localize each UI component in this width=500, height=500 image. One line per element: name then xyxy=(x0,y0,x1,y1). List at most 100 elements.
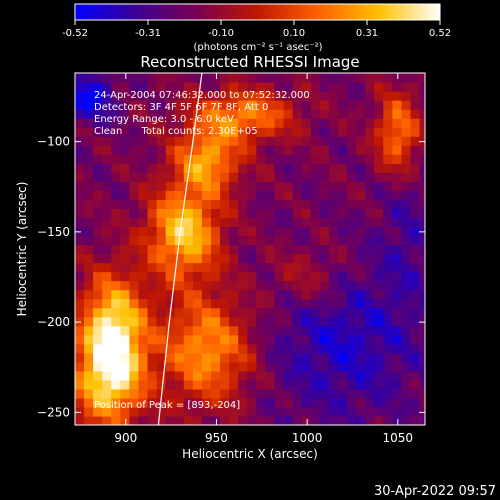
heatmap-cell xyxy=(156,136,167,146)
heatmap-cell xyxy=(201,262,212,273)
heatmap-cell xyxy=(265,172,276,182)
heatmap-cell xyxy=(392,127,403,137)
heatmap-cell xyxy=(283,379,294,390)
heatmap-cell xyxy=(410,163,421,173)
heatmap-cell xyxy=(310,280,321,291)
heatmap-cell xyxy=(129,136,140,146)
heatmap-cell xyxy=(274,334,285,345)
heatmap-cell xyxy=(356,73,366,83)
heatmap-cell xyxy=(337,73,348,83)
heatmap-cell xyxy=(238,271,248,282)
heatmap-cell xyxy=(220,73,230,83)
heatmap-cell xyxy=(165,415,176,425)
heatmap-cell xyxy=(337,91,348,101)
heatmap-cell xyxy=(392,361,403,372)
heatmap-cell xyxy=(84,397,94,408)
heatmap-cell xyxy=(301,145,312,155)
heatmap-cell xyxy=(383,181,393,191)
heatmap-cell xyxy=(102,325,112,336)
heatmap-cell xyxy=(283,181,294,191)
heatmap-cell xyxy=(410,82,421,92)
heatmap-cell xyxy=(410,154,421,164)
heatmap-cell xyxy=(84,406,94,417)
heatmap-cell xyxy=(75,199,85,209)
heatmap-cell xyxy=(156,379,167,390)
heatmap-cell xyxy=(129,262,140,273)
heatmap-cell xyxy=(183,253,194,264)
heatmap-cell xyxy=(174,190,185,200)
heatmap-cell xyxy=(75,100,85,110)
heatmap-cell xyxy=(319,406,330,417)
heatmap-cell xyxy=(84,253,94,264)
heatmap-cell xyxy=(301,163,312,173)
heatmap-cell xyxy=(265,280,276,291)
heatmap-cell xyxy=(147,244,158,255)
heatmap-cell xyxy=(102,262,112,273)
heatmap-cell xyxy=(174,199,185,209)
heatmap-cell xyxy=(410,361,421,372)
heatmap-cell xyxy=(347,82,357,92)
heatmap-cell xyxy=(238,397,248,408)
heatmap-cell xyxy=(192,181,203,191)
heatmap-cell xyxy=(201,199,212,209)
heatmap-cell xyxy=(129,325,140,336)
heatmap-cell xyxy=(247,100,257,110)
heatmap-cell xyxy=(410,100,421,110)
heatmap-cell xyxy=(356,388,366,399)
heatmap-cell xyxy=(256,271,267,282)
heatmap-cell xyxy=(211,379,221,390)
heatmap-cell xyxy=(401,325,412,336)
heatmap-cell xyxy=(192,280,203,291)
heatmap-cell xyxy=(301,298,312,309)
heatmap-cell xyxy=(220,208,230,219)
heatmap-cell xyxy=(211,127,221,137)
heatmap-cell xyxy=(274,82,285,92)
heatmap-cell xyxy=(337,253,348,264)
heatmap-cell xyxy=(165,109,176,119)
heatmap-image xyxy=(75,73,425,425)
heatmap-cell xyxy=(301,154,312,164)
heatmap-cell xyxy=(274,307,285,318)
heatmap-cell xyxy=(374,163,384,173)
heatmap-cell xyxy=(147,271,158,282)
heatmap-cell xyxy=(401,262,412,273)
heatmap-cell xyxy=(365,172,375,182)
heatmap-cell xyxy=(75,109,85,119)
heatmap-cell xyxy=(383,100,393,110)
heatmap-cell xyxy=(75,73,85,83)
heatmap-cell xyxy=(75,253,85,264)
heatmap-cell xyxy=(374,271,384,282)
heatmap-cell xyxy=(401,307,412,318)
heatmap-cell xyxy=(356,271,366,282)
heatmap-cell xyxy=(129,298,140,309)
heatmap-cell xyxy=(374,379,384,390)
heatmap-cell xyxy=(337,397,348,408)
heatmap-cell xyxy=(392,334,403,345)
heatmap-cell xyxy=(192,361,203,372)
colorbar-unit-label: (photons cm⁻² s⁻¹ asec⁻²) xyxy=(193,42,322,53)
heatmap-cell xyxy=(238,406,248,417)
heatmap-cell xyxy=(220,235,230,246)
heatmap-cell xyxy=(93,190,103,200)
heatmap-cell xyxy=(93,334,103,345)
heatmap-cell xyxy=(93,226,103,237)
heatmap-cell xyxy=(283,217,294,228)
heatmap-cell xyxy=(211,298,221,309)
heatmap-cell xyxy=(183,334,194,345)
heatmap-cell xyxy=(120,172,131,182)
heatmap-cell xyxy=(392,343,403,354)
heatmap-cell xyxy=(84,136,94,146)
heatmap-cell xyxy=(328,127,339,137)
heatmap-cell xyxy=(292,109,303,119)
heatmap-cell xyxy=(192,253,203,264)
heatmap-cell xyxy=(292,388,303,399)
heatmap-cell xyxy=(265,109,276,119)
heatmap-cell xyxy=(356,91,366,101)
heatmap-cell xyxy=(328,217,339,228)
heatmap-cell xyxy=(102,316,112,327)
heatmap-cell xyxy=(410,181,421,191)
heatmap-cell xyxy=(319,289,330,300)
heatmap-cell xyxy=(265,136,276,146)
heatmap-cell xyxy=(301,172,312,182)
heatmap-cell xyxy=(93,145,103,155)
